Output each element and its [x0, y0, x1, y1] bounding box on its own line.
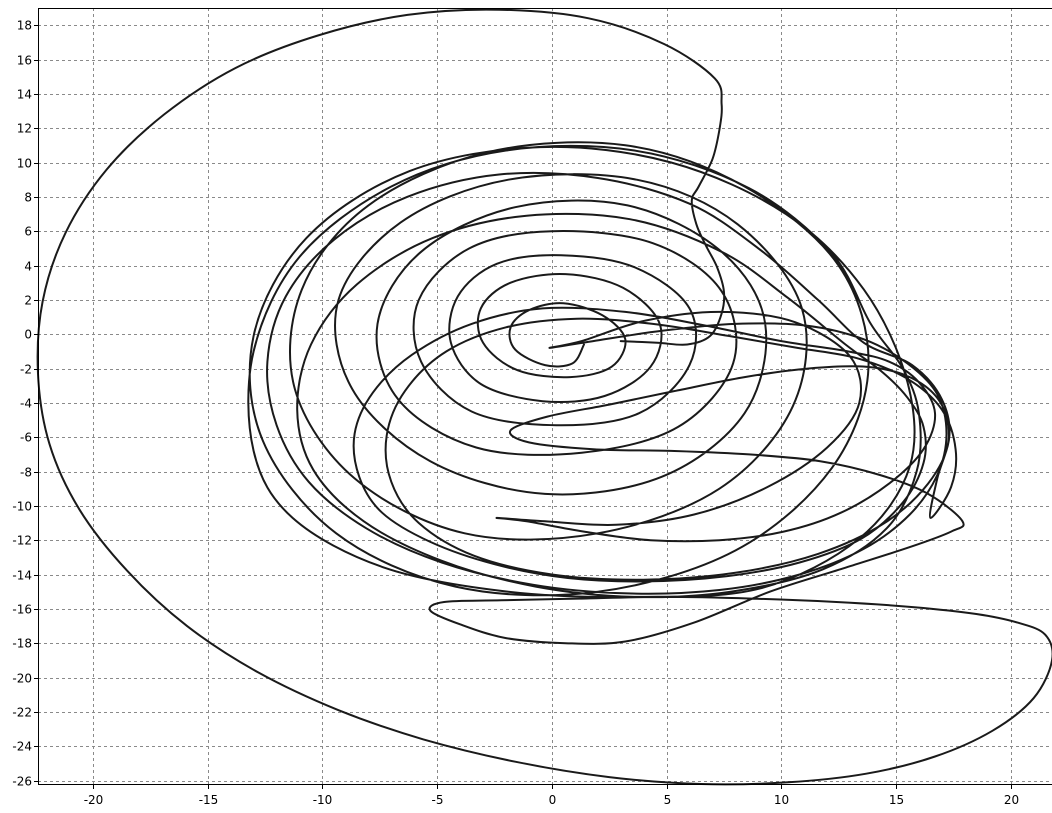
y-tick-label: 6 — [24, 225, 32, 239]
y-tick-label: -24 — [12, 740, 32, 754]
x-tick-label: -20 — [84, 793, 104, 807]
x-tick-label: 5 — [664, 793, 672, 807]
y-tick-label: 2 — [24, 294, 32, 308]
plot-frame — [38, 8, 1052, 785]
x-tick-label: 15 — [889, 793, 904, 807]
x-tick-label: 10 — [774, 793, 789, 807]
y-tick-label: 4 — [24, 260, 32, 274]
trajectory-line — [36, 8, 1052, 786]
y-tick-label: 0 — [24, 328, 32, 342]
y-tick-label: -18 — [12, 637, 32, 651]
y-tick-label: -20 — [12, 672, 32, 686]
trajectory — [36, 8, 1052, 786]
y-tick-label: 18 — [17, 19, 32, 33]
y-tick-label: -2 — [20, 363, 32, 377]
y-tick-label: -16 — [12, 603, 32, 617]
y-tick-label: 16 — [17, 54, 32, 68]
y-tick-label: -22 — [12, 706, 32, 720]
x-tick-label: 0 — [549, 793, 557, 807]
y-tick-label: -10 — [12, 500, 32, 514]
y-tick-label: -26 — [12, 775, 32, 789]
y-tick-label: 14 — [17, 88, 32, 102]
y-tick-label: 8 — [24, 191, 32, 205]
y-tick-label: 10 — [17, 157, 32, 171]
y-tick-label: -8 — [20, 466, 32, 480]
x-tick-label: 20 — [1004, 793, 1019, 807]
y-tick-label: 12 — [17, 122, 32, 136]
x-tick-label: -10 — [313, 793, 333, 807]
x-axis-ticks: -20 -15 -10 -5 0 5 10 15 20 — [84, 784, 1019, 807]
y-tick-label: -4 — [20, 397, 32, 411]
x-tick-label: -15 — [199, 793, 219, 807]
y-tick-label: -6 — [20, 431, 32, 445]
y-axis-ticks: 18 16 14 12 10 8 6 4 2 0 -2 -4 -6 -8 -10 -12 -14 -16 -18 -2… — [12, 19, 38, 789]
x-tick-label: -5 — [432, 793, 444, 807]
y-tick-label: -14 — [12, 569, 32, 583]
y-tick-label: -12 — [12, 534, 32, 548]
